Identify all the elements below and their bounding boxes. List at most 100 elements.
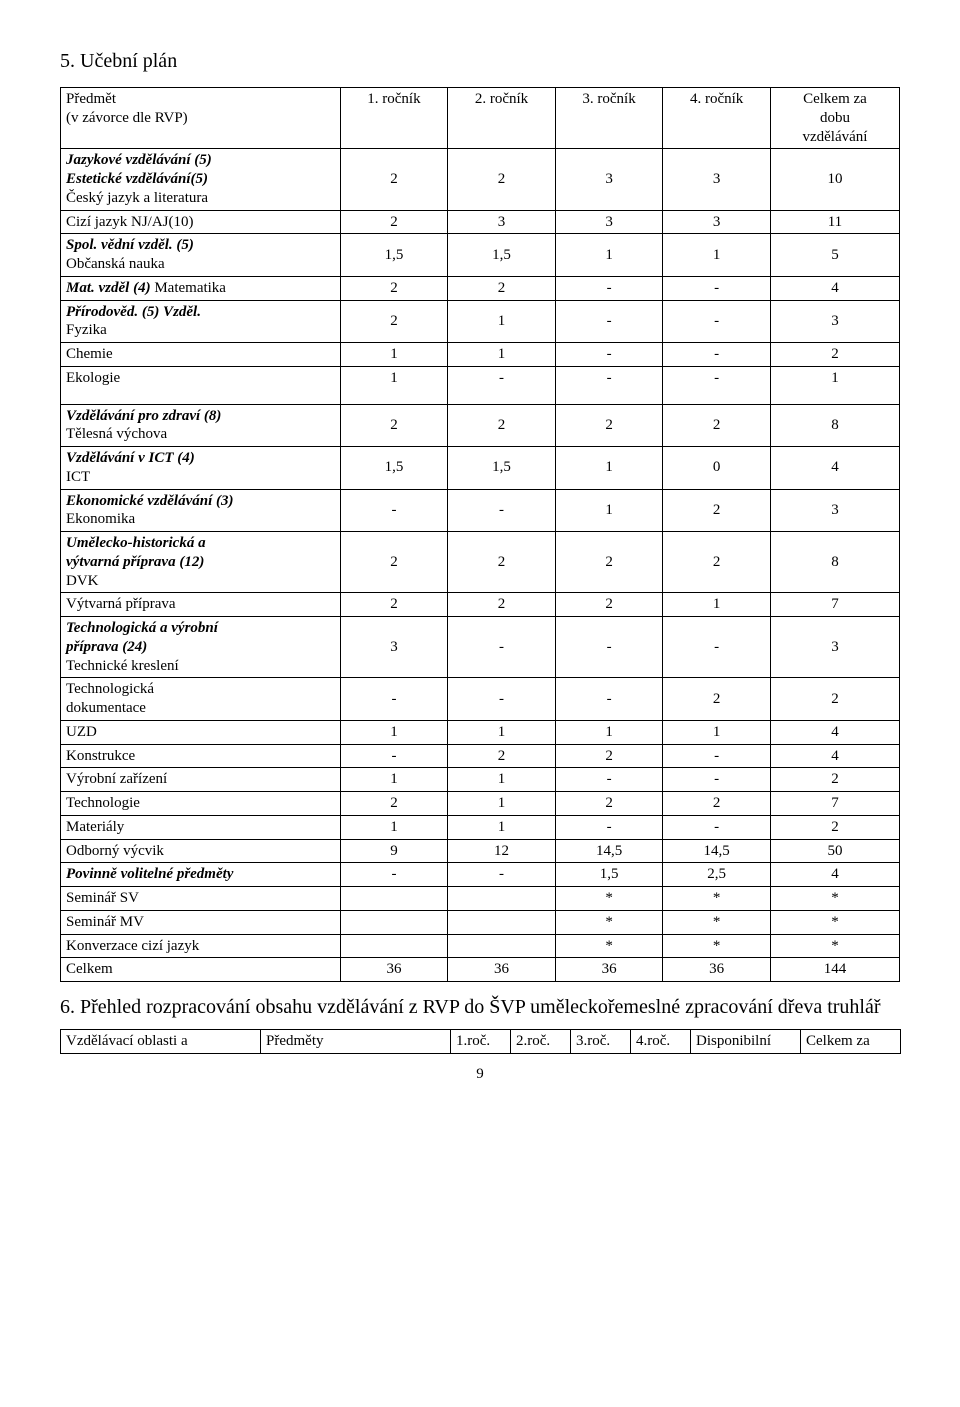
subject-cell: Celkem [61, 958, 341, 982]
value-cell [340, 910, 448, 934]
value-cell: * [663, 887, 771, 911]
value-cell: 1,5 [555, 863, 663, 887]
value-cell: 1 [770, 366, 899, 404]
value-cell: 1 [340, 343, 448, 367]
t2-c5: 3.roč. [571, 1030, 631, 1054]
value-cell: * [555, 934, 663, 958]
value-cell: 1 [340, 720, 448, 744]
value-cell: 2 [448, 532, 556, 593]
header-y2: 2. ročník [448, 88, 556, 149]
value-cell: 2 [448, 744, 556, 768]
value-cell: - [663, 300, 771, 343]
value-cell: 36 [555, 958, 663, 982]
value-cell: 9 [340, 839, 448, 863]
header-y4: 4. ročník [663, 88, 771, 149]
table-row: Chemie11--2 [61, 343, 900, 367]
value-cell: 1 [448, 300, 556, 343]
value-cell: 1 [448, 720, 556, 744]
value-cell: 2 [448, 276, 556, 300]
section-2-title: 6. Přehled rozpracování obsahu vzděláván… [60, 996, 900, 1019]
value-cell: 1 [555, 489, 663, 532]
value-cell: 3 [663, 210, 771, 234]
value-cell: - [340, 744, 448, 768]
value-cell: 2,5 [663, 863, 771, 887]
value-cell: 3 [770, 300, 899, 343]
table-row: Výtvarná příprava22217 [61, 593, 900, 617]
t2-c1: Vzdělávací oblasti a [61, 1030, 261, 1054]
value-cell: 2 [448, 149, 556, 210]
value-cell: 4 [770, 744, 899, 768]
header-subject: Předmět(v závorce dle RVP) [61, 88, 341, 149]
value-cell: 2 [555, 404, 663, 447]
subject-cell: Technologie [61, 792, 341, 816]
subject-cell: Ekonomické vzdělávání (3)Ekonomika [61, 489, 341, 532]
value-cell: * [555, 910, 663, 934]
value-cell: 1 [340, 768, 448, 792]
subject-cell: Konverzace cizí jazyk [61, 934, 341, 958]
value-cell: 2 [663, 489, 771, 532]
value-cell: - [555, 366, 663, 404]
value-cell: - [340, 678, 448, 721]
value-cell: - [663, 366, 771, 404]
table-row: Konverzace cizí jazyk*** [61, 934, 900, 958]
value-cell: 2 [663, 532, 771, 593]
value-cell: * [663, 910, 771, 934]
value-cell: - [663, 744, 771, 768]
subject-cell: Výrobní zařízení [61, 768, 341, 792]
table-row: UZD11114 [61, 720, 900, 744]
value-cell: - [663, 343, 771, 367]
value-cell: 7 [770, 593, 899, 617]
value-cell: - [448, 617, 556, 678]
subject-cell: Vzdělávání v ICT (4)ICT [61, 447, 341, 490]
value-cell: 2 [770, 678, 899, 721]
subject-cell: Cizí jazyk NJ/AJ(10) [61, 210, 341, 234]
value-cell: 3 [340, 617, 448, 678]
t2-c6: 4.roč. [631, 1030, 691, 1054]
value-cell: 2 [770, 343, 899, 367]
t2-c4: 2.roč. [511, 1030, 571, 1054]
value-cell: - [555, 815, 663, 839]
subject-cell: Ekologie [61, 366, 341, 404]
subject-cell: Chemie [61, 343, 341, 367]
value-cell [448, 887, 556, 911]
subject-cell: UZD [61, 720, 341, 744]
value-cell: 1 [555, 234, 663, 277]
value-cell: 14,5 [663, 839, 771, 863]
value-cell: 1 [555, 447, 663, 490]
table-row: Výrobní zařízení11--2 [61, 768, 900, 792]
value-cell: - [663, 815, 771, 839]
value-cell: 4 [770, 863, 899, 887]
value-cell: 2 [340, 792, 448, 816]
table-row: Odborný výcvik91214,514,550 [61, 839, 900, 863]
value-cell: 1 [663, 593, 771, 617]
value-cell: 3 [448, 210, 556, 234]
value-cell: 2 [555, 593, 663, 617]
t2-c7: Disponibilní [691, 1030, 801, 1054]
table-row: Seminář SV*** [61, 887, 900, 911]
subject-cell: Přírodověd. (5) Vzděl.Fyzika [61, 300, 341, 343]
subject-cell: Umělecko-historická avýtvarná příprava (… [61, 532, 341, 593]
table-row: Umělecko-historická avýtvarná příprava (… [61, 532, 900, 593]
table-row: Celkem36363636144 [61, 958, 900, 982]
subject-cell: Spol. vědní vzděl. (5)Občanská nauka [61, 234, 341, 277]
subject-cell: Seminář MV [61, 910, 341, 934]
table-row: Materiály11--2 [61, 815, 900, 839]
value-cell: 144 [770, 958, 899, 982]
value-cell: 2 [340, 532, 448, 593]
value-cell: - [555, 343, 663, 367]
table-row: Konstrukce-22-4 [61, 744, 900, 768]
section-1-title: 5. Učební plán [60, 50, 900, 73]
value-cell: - [340, 863, 448, 887]
value-cell: 3 [770, 617, 899, 678]
table-row: Ekonomické vzdělávání (3)Ekonomika--123 [61, 489, 900, 532]
value-cell: 7 [770, 792, 899, 816]
value-cell: 36 [448, 958, 556, 982]
subject-cell: Materiály [61, 815, 341, 839]
value-cell: 2 [340, 300, 448, 343]
subject-cell: Povinně volitelné předměty [61, 863, 341, 887]
value-cell: 2 [770, 768, 899, 792]
value-cell: - [555, 300, 663, 343]
value-cell [448, 934, 556, 958]
table-row: Mat. vzděl (4) Matematika22--4 [61, 276, 900, 300]
value-cell: - [555, 678, 663, 721]
